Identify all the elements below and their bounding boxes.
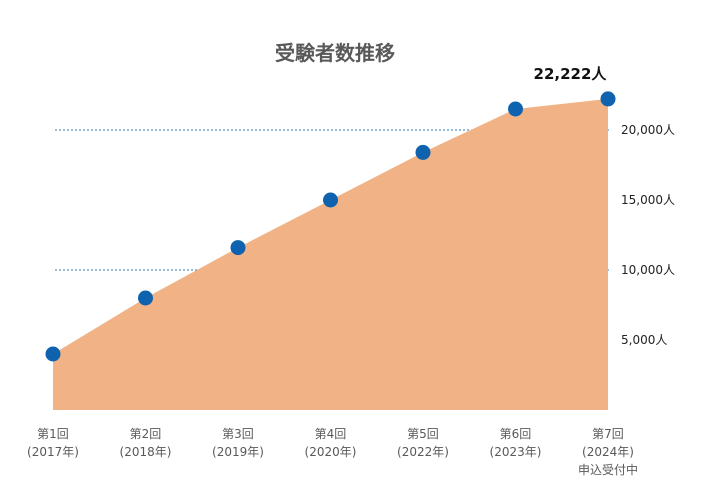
- x-tick-line: 申込受付中: [578, 462, 638, 477]
- data-label-callout: 22,222人: [534, 65, 608, 83]
- x-tick-line: (2020年): [305, 445, 357, 459]
- data-point: [138, 290, 153, 306]
- y-tick-label: 20,000人: [621, 123, 675, 137]
- x-tick-line: (2017年): [27, 445, 79, 459]
- y-tick-label: 15,000人: [621, 193, 675, 207]
- x-tick-label: 第3回 (2019年): [212, 427, 264, 459]
- x-tick-label: 第4回 (2020年): [305, 427, 357, 459]
- x-tick-label: 第5回 (2022年): [397, 427, 449, 459]
- x-tick-line: 第2回: [130, 427, 162, 441]
- x-tick-line: (2019年): [212, 445, 264, 459]
- y-tick-labels: 5,000人 10,000人 15,000人 20,000人: [621, 123, 675, 347]
- x-tick-line: (2022年): [397, 445, 449, 459]
- x-tick-labels: 第1回 (2017年) 第2回 (2018年) 第3回 (2019年) 第4回 (2020年)…: [27, 427, 638, 477]
- data-point: [45, 346, 61, 362]
- x-tick-line: 第1回: [37, 427, 69, 441]
- chart-title: 受験者数推移: [275, 41, 395, 65]
- x-tick-label: 第6回 (2023年): [490, 427, 542, 459]
- data-point: [508, 101, 523, 117]
- x-tick-line: (2024年): [582, 445, 634, 459]
- data-point: [600, 91, 616, 107]
- y-tick-label: 10,000人: [621, 263, 675, 277]
- x-tick-label: 第2回 (2018年): [120, 427, 172, 459]
- x-tick-line: 第7回: [592, 427, 624, 441]
- data-point: [230, 240, 246, 256]
- data-points: [45, 91, 616, 362]
- x-tick-label: 第1回 (2017年): [27, 427, 79, 459]
- data-point: [415, 144, 431, 160]
- x-tick-label: 第7回 (2024年) 申込受付中: [578, 427, 638, 477]
- x-tick-line: (2018年): [120, 445, 172, 459]
- y-tick-label: 5,000人: [621, 333, 667, 347]
- x-tick-line: 第5回: [407, 427, 439, 441]
- x-tick-line: 第6回: [500, 427, 532, 441]
- annotations: 22,222人: [534, 65, 608, 83]
- x-tick-line: 第4回: [315, 427, 347, 441]
- area-series: [53, 98, 608, 410]
- data-point: [323, 192, 338, 208]
- area-fill: [53, 98, 608, 410]
- x-tick-line: (2023年): [490, 445, 542, 459]
- x-tick-line: 第3回: [222, 427, 254, 441]
